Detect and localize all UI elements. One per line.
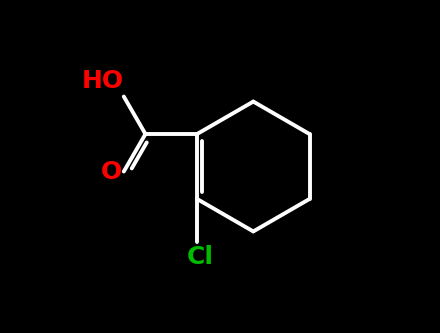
Text: HO: HO bbox=[82, 69, 124, 93]
Text: O: O bbox=[101, 160, 122, 183]
Text: Cl: Cl bbox=[187, 245, 214, 269]
